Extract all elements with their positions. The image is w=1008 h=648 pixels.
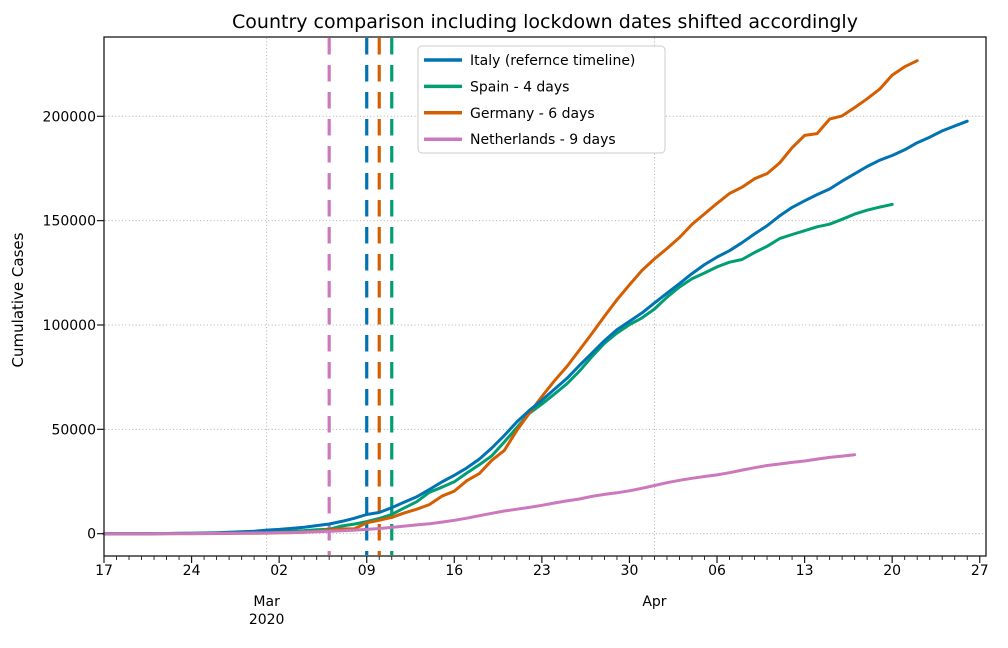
- x-tick-label: 20: [883, 563, 901, 579]
- y-tick-label: 150000: [43, 214, 96, 230]
- x-tick-label: 27: [971, 563, 989, 579]
- legend-label: Germany - 6 days: [470, 106, 595, 122]
- x-tick-label: 23: [533, 563, 551, 579]
- y-tick-label: 100000: [43, 318, 96, 334]
- x-tick-label: 02: [270, 563, 288, 579]
- plot-border: [103, 36, 987, 557]
- x-tick-label: 13: [796, 563, 814, 579]
- legend-label: Netherlands - 9 days: [470, 132, 616, 148]
- year-label: 2020: [249, 612, 285, 628]
- y-axis-label: Cumulative Cases: [9, 232, 27, 367]
- series-line-spain-4-days: [102, 202, 894, 536]
- legend-box: [417, 45, 666, 154]
- x-tick-label: 24: [183, 563, 201, 579]
- y-tick-label: 200000: [43, 109, 96, 125]
- x-tick-label: 06: [708, 563, 726, 579]
- legend-label: Spain - 4 days: [470, 79, 569, 95]
- month-label: Apr: [642, 594, 666, 610]
- y-tick-label: 50000: [51, 422, 96, 438]
- legend: Italy (refernce timeline) Spain - 4 days G…: [417, 45, 666, 154]
- axis-ticks: [97, 115, 981, 563]
- x-tick-label: 16: [445, 563, 463, 579]
- axis-tick-labels: 17 24 02 09 16 23 30 06 13 20 27 Mar 2020 Apr 0 50000 10…: [43, 109, 989, 628]
- series-line-netherlands-9-days: [102, 453, 857, 536]
- month-label: Mar: [253, 594, 280, 610]
- chart-title: Country comparison including lockdown da…: [232, 11, 858, 33]
- y-tick-label: 0: [87, 527, 96, 543]
- x-tick-label: 09: [358, 563, 376, 579]
- series-lines: [102, 59, 969, 536]
- legend-label: Italy (refernce timeline): [470, 53, 635, 69]
- x-tick-label: 17: [95, 563, 113, 579]
- series-line-italy-refernce-timeline-: [102, 119, 969, 536]
- x-tick-label: 30: [621, 563, 639, 579]
- lockdown-date-lines: [327, 38, 394, 555]
